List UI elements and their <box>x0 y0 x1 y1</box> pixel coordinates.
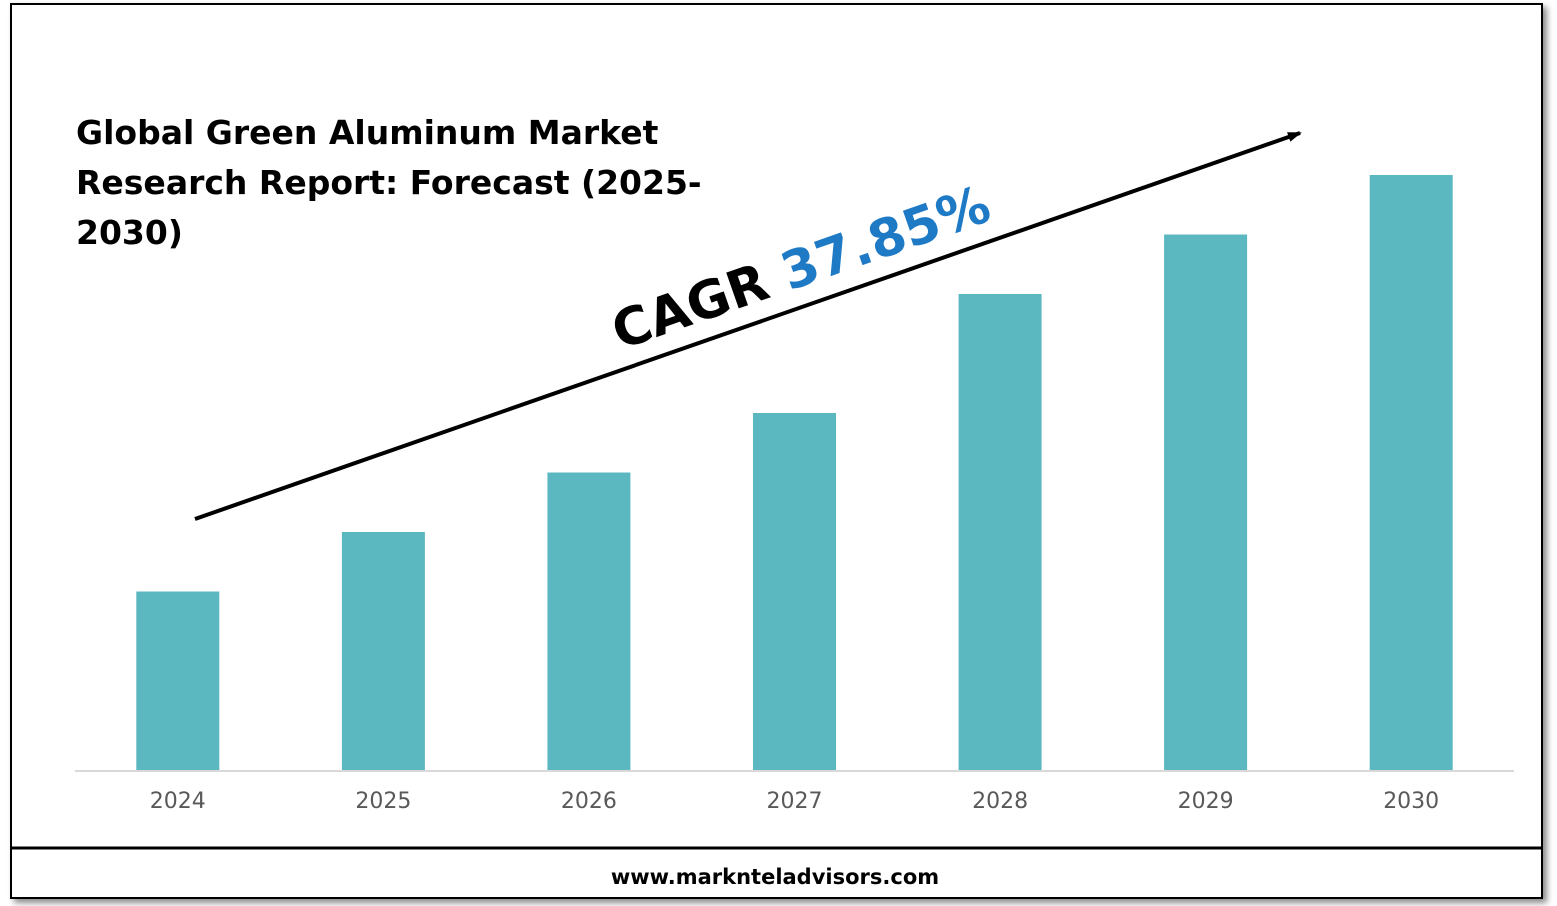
bars-group <box>136 175 1453 770</box>
x-tick-label-2027: 2027 <box>767 789 823 814</box>
chart-title-line-3: 2030) <box>76 213 183 252</box>
bar-2025 <box>341 532 425 770</box>
x-tick-label-2024: 2024 <box>150 789 206 814</box>
bar-2027 <box>753 413 836 770</box>
bar-2028 <box>958 294 1042 770</box>
x-tick-label-2030: 2030 <box>1383 789 1439 814</box>
x-tick-label-2029: 2029 <box>1178 789 1234 814</box>
x-tick-label-2025: 2025 <box>355 789 411 814</box>
chart-title-line-1: Global Green Aluminum Market <box>76 113 659 152</box>
x-tick-label-2028: 2028 <box>972 789 1028 814</box>
x-tick-label-2026: 2026 <box>561 789 617 814</box>
x-tick-labels: 2024 2025 2026 2027 2028 2029 2030 <box>150 789 1439 814</box>
chart-title: Global Green Aluminum Market Research Re… <box>76 113 702 252</box>
chart-title-line-2: Research Report: Forecast (2025- <box>76 163 702 202</box>
bar-2029 <box>1164 234 1248 770</box>
cagr-value: 37.85% <box>774 175 998 303</box>
bar-2030 <box>1369 175 1453 770</box>
bar-2026 <box>547 472 631 770</box>
footer-website: www.marknteladvisors.com <box>611 865 939 889</box>
trend-arrow <box>194 131 1302 521</box>
bar-2024 <box>136 591 220 770</box>
cagr-annotation: CAGR 37.85% <box>604 175 997 362</box>
